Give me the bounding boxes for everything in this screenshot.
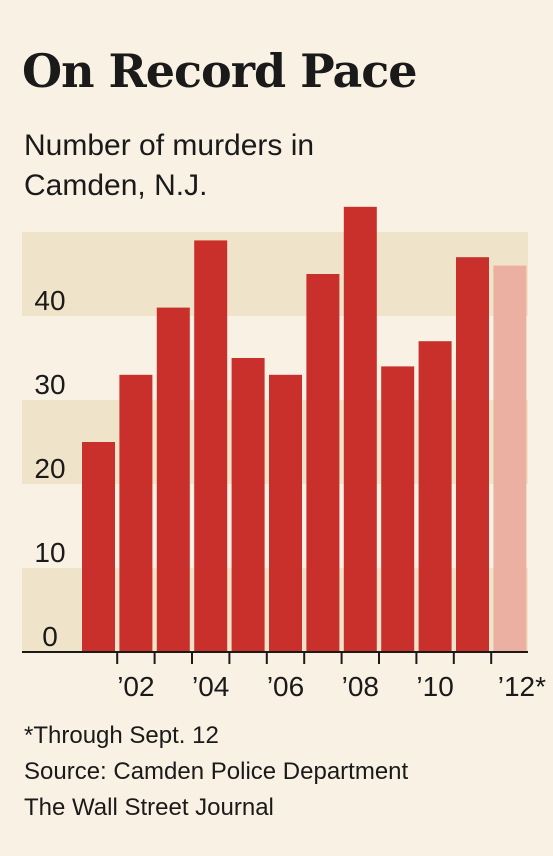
footnote-through-date: *Through Sept. 12 [24,722,219,749]
bar-2011 [456,257,489,652]
y-tick-label: 30 [34,369,65,400]
bar-2003 [156,307,190,652]
x-tick-label-2012: ’12* [498,671,546,700]
y-tick-label: 20 [34,453,65,484]
bar-chart: 0 10 20 30 40 ’02 ’04 ’06 ’08 ’10 ’12* [22,206,546,700]
grid-band [22,232,528,316]
footnotes: *Through Sept. 12 Source: Camden Police … [24,718,408,826]
x-tick-label-2010: ’10 [416,671,453,700]
x-tick-label-2006: ’06 [267,671,304,700]
y-axis-labels: 0 10 20 30 40 [34,285,65,652]
y-tick-label: 10 [34,537,65,568]
bar-2010 [418,341,452,652]
chart-subtitle: Number of murders in Camden, N.J. [24,129,315,202]
y-tick-label: 0 [42,621,58,652]
publisher-credit: The Wall Street Journal [24,794,274,821]
bar-2009 [381,366,415,652]
x-axis-labels: ’02 ’04 ’06 ’08 ’10 ’12* [117,671,546,700]
x-tick-label-2002: ’02 [117,671,154,700]
x-tick-label-2004: ’04 [192,671,229,700]
bar-2001 [82,442,115,652]
bars [82,206,527,653]
chart-title: On Record Pace [22,44,418,98]
bar-2007 [306,274,340,652]
bar-2006 [269,374,302,652]
bar-2008 [343,206,377,653]
bar-2002 [119,374,153,652]
x-axis-ticks [116,652,493,664]
source-note: Source: Camden Police Department [24,758,409,785]
bar-2005 [231,358,265,652]
bar-2012 [493,265,527,652]
y-tick-label: 40 [34,285,65,316]
bar-2004 [194,240,228,652]
x-tick-label-2008: ’08 [342,671,379,700]
